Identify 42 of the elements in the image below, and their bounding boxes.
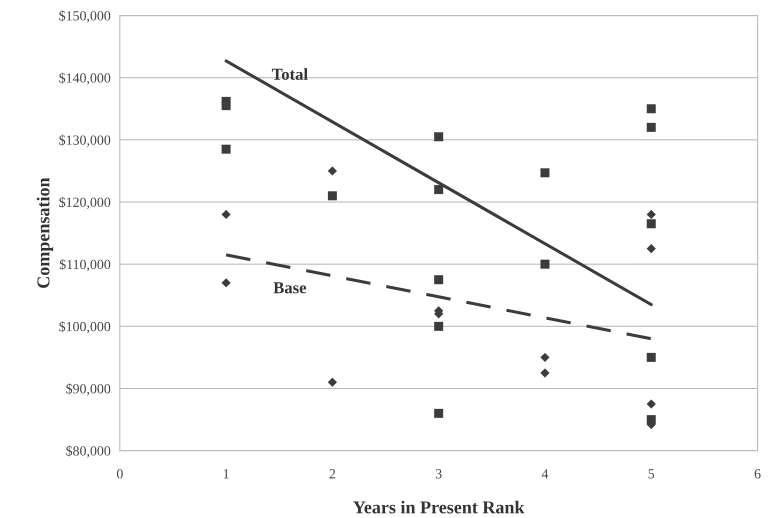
point <box>221 278 231 288</box>
point <box>646 122 656 132</box>
point <box>434 322 444 331</box>
series-label: Base <box>273 282 306 294</box>
x-tick-label: 3 <box>436 469 442 478</box>
x-tick-label: 2 <box>330 469 336 478</box>
y-tick-label: $110,000 <box>60 258 110 272</box>
point <box>221 210 231 220</box>
series-label: Total <box>272 68 308 80</box>
point <box>434 185 444 194</box>
point <box>540 352 550 362</box>
x-tick-label: 6 <box>754 469 761 478</box>
x-tick-label: 4 <box>542 469 548 478</box>
x-tick-label: 0 <box>116 469 123 478</box>
point <box>646 244 656 254</box>
point <box>646 104 656 114</box>
y-tick-label: $130,000 <box>59 134 110 147</box>
point <box>222 101 231 110</box>
point <box>328 191 337 200</box>
x-axis-title: Years in Present Rank <box>353 500 524 514</box>
point <box>646 219 656 228</box>
point <box>222 144 231 154</box>
point <box>434 275 444 284</box>
y-tick-label: $120,000 <box>59 196 110 209</box>
point <box>328 166 337 176</box>
point <box>540 368 550 378</box>
x-tick-label: 1 <box>224 469 229 478</box>
y-tick-label: $140,000 <box>59 72 110 85</box>
y-tick-label: $80,000 <box>66 445 110 458</box>
y-axis-title: Compensation <box>36 178 54 288</box>
y-tick-label: $150,000 <box>59 10 110 22</box>
y-tick-label: $90,000 <box>66 383 110 396</box>
point <box>540 260 550 269</box>
point <box>434 132 444 142</box>
point <box>328 378 337 387</box>
point <box>646 399 656 409</box>
point <box>434 408 444 418</box>
point <box>646 210 656 220</box>
x-tick-label: 5 <box>648 469 654 478</box>
point <box>646 352 656 362</box>
y-tick-label: $100,000 <box>59 321 110 334</box>
point <box>540 168 550 178</box>
